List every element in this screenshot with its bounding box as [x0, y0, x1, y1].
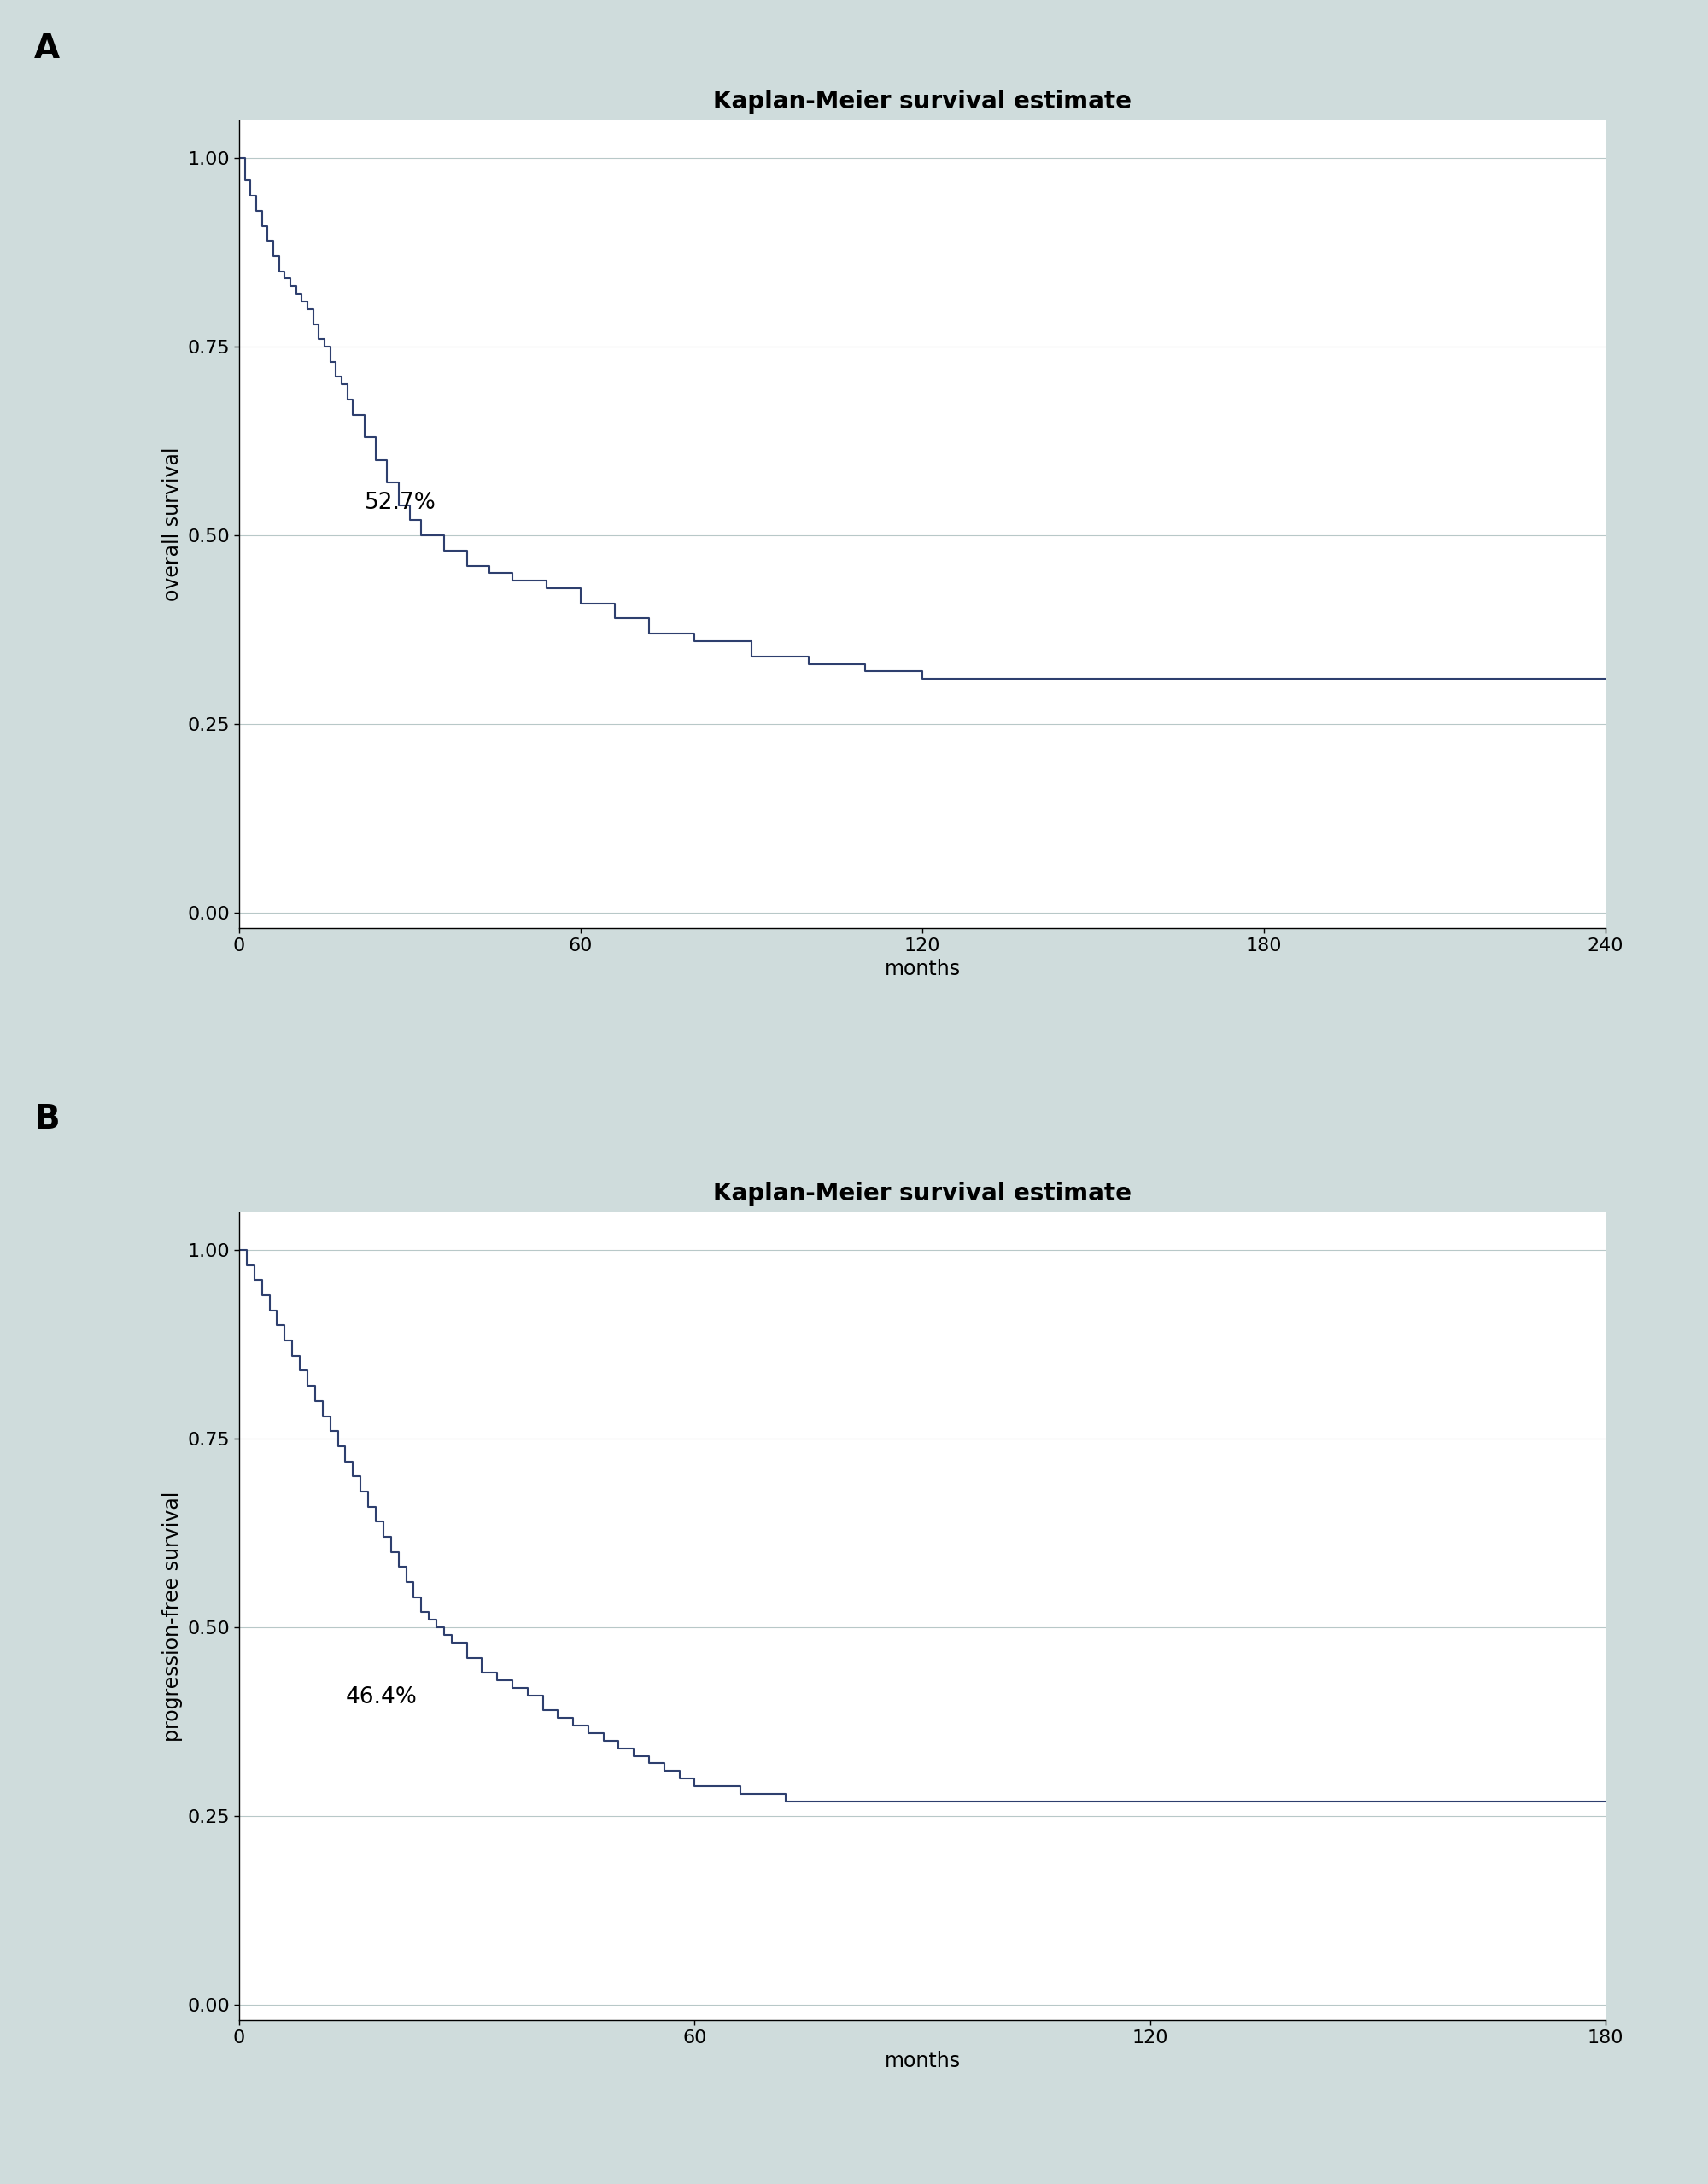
- X-axis label: months: months: [885, 959, 960, 978]
- Title: Kaplan-Meier survival estimate: Kaplan-Meier survival estimate: [714, 1182, 1131, 1206]
- X-axis label: months: months: [885, 2051, 960, 2070]
- Y-axis label: overall survival: overall survival: [162, 448, 183, 601]
- Y-axis label: progression-free survival: progression-free survival: [162, 1492, 183, 1741]
- Text: A: A: [34, 33, 60, 66]
- Text: 46.4%: 46.4%: [345, 1686, 417, 1708]
- Text: 52.7%: 52.7%: [364, 491, 436, 513]
- Text: B: B: [34, 1103, 60, 1136]
- Title: Kaplan-Meier survival estimate: Kaplan-Meier survival estimate: [714, 90, 1131, 114]
